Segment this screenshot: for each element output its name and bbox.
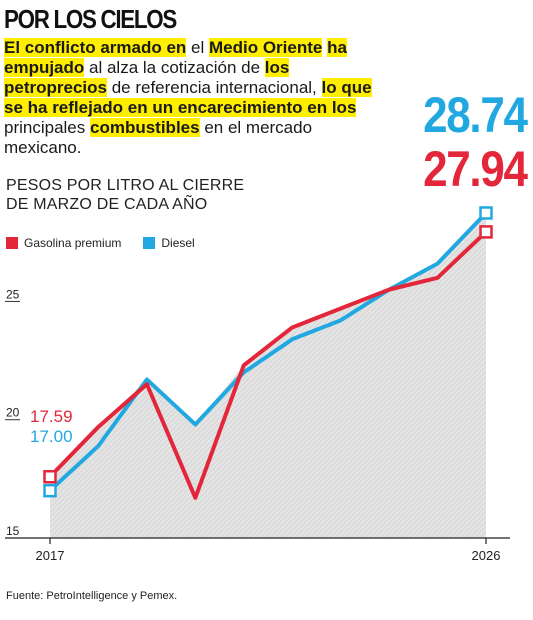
y-tick-label-15: 15 — [6, 524, 20, 538]
intro-text: El conflicto armado en el Medio Oriente … — [4, 38, 384, 158]
premium-start-label: 17.59 — [30, 407, 73, 426]
area-fill — [50, 212, 486, 538]
legend-swatch-diesel — [143, 237, 156, 249]
premium-marker-start — [43, 469, 57, 484]
legend-swatch-premium — [6, 237, 18, 249]
x-tick-label-end: 2026 — [472, 548, 501, 563]
intro-run: de referencia internacional, — [106, 78, 322, 97]
intro-highlight: Medio Oriente — [209, 38, 323, 57]
diesel-latest-value: 28.74 — [423, 87, 528, 143]
diesel-line — [48, 211, 488, 493]
legend-label-premium: Gasolina premium — [24, 236, 122, 250]
premium-latest-value: 27.94 — [423, 141, 528, 197]
intro-run: el — [186, 38, 209, 57]
premium-marker-end — [479, 225, 493, 239]
diesel-marker-start — [43, 483, 57, 498]
intro-run: al alza la cotización de — [84, 58, 265, 77]
diesel-start-label: 17.00 — [30, 427, 73, 446]
intro-highlight: El conflicto armado en — [4, 38, 187, 57]
legend-label-diesel: Diesel — [161, 236, 195, 250]
x-tick-label-start: 2017 — [36, 548, 65, 563]
legend-item-premium: Gasolina premium — [6, 236, 121, 250]
intro-highlight: combustibles — [90, 118, 200, 137]
chart-title: POR LOS CIELOS — [4, 4, 177, 34]
source-note: Fuente: PetroIntelligence y Pemex. — [6, 590, 178, 602]
legend-item-diesel: Diesel — [143, 236, 195, 250]
intro-run: en el mercado mexicano. — [4, 118, 313, 157]
y-tick-label-20: 20 — [6, 406, 20, 420]
diesel-marker-end — [479, 206, 493, 220]
legend: Gasolina premium Diesel — [6, 236, 195, 250]
premium-line — [48, 230, 488, 500]
intro-run: principales — [4, 118, 90, 137]
chart-subtitle: PESOS POR LITRO AL CIERRE DE MARZO DE CA… — [6, 177, 245, 213]
y-tick-label-25: 25 — [6, 287, 20, 301]
